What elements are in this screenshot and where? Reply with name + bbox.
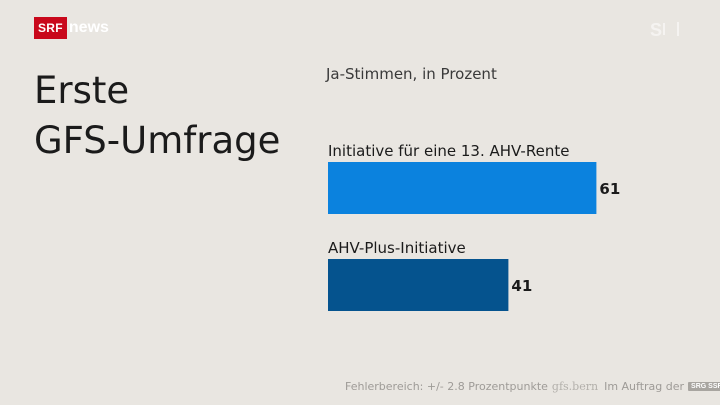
- title-line-2: GFS-Umfrage: [34, 119, 281, 162]
- srf-news-logo: SRF news: [34, 17, 109, 39]
- srf-logo-box: SRF: [34, 17, 67, 39]
- commissioned-by-text: Im Auftrag der: [604, 379, 685, 393]
- footer: Fehlerbereich: +/- 2.8 Prozentpunkte gfs…: [345, 377, 720, 395]
- news-logo-text: news: [68, 19, 109, 36]
- svg-text:S: S: [650, 20, 662, 40]
- page-title: Erste GFS-Umfrage: [34, 66, 280, 166]
- bar-category-label: Initiative für eine 13. AHV-Rente: [328, 142, 569, 160]
- chart-subtitle: Ja-Stimmen, in Prozent: [326, 65, 497, 83]
- bar-category-label: AHV-Plus-Initiative: [328, 239, 466, 257]
- gfs-bern-logo: gfs.bern: [551, 379, 599, 393]
- bar: [328, 162, 597, 214]
- bar: [328, 259, 509, 311]
- bar-value-label: 61: [599, 180, 620, 198]
- bar-value-label: 41: [511, 277, 532, 295]
- tv-channel-icon: S: [650, 20, 679, 40]
- srg-ssr-logo: SRG SSR: [688, 381, 720, 391]
- error-margin-text: Fehlerbereich: +/- 2.8 Prozentpunkte: [345, 379, 548, 393]
- title-line-1: Erste: [34, 69, 130, 112]
